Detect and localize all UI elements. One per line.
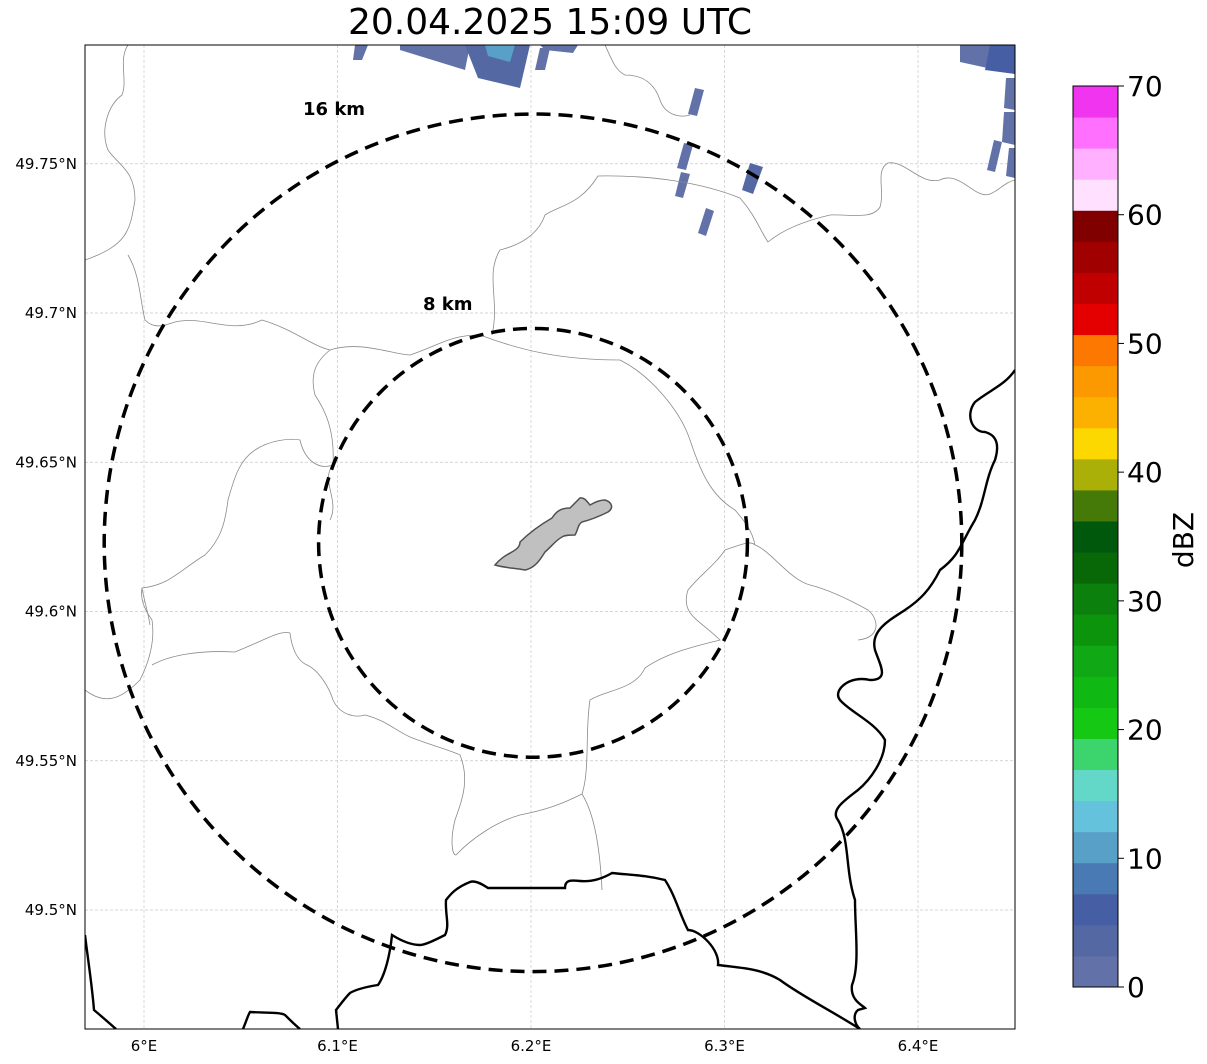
ring-label-8km: 8 km	[423, 294, 473, 315]
colorbar-segment	[1073, 614, 1118, 646]
country-border	[85, 369, 1015, 1029]
lat-tick-label: 49.65°N	[15, 453, 77, 471]
gridlines	[85, 45, 1015, 1029]
colorbar-tick-label: 50	[1127, 327, 1163, 360]
colorbar-tick-label: 40	[1127, 456, 1163, 489]
radar-echo	[677, 143, 693, 170]
colorbar-segment	[1073, 303, 1118, 336]
radar-echo	[540, 45, 578, 53]
colorbar-tick-label: 30	[1127, 585, 1163, 618]
radar-echo	[1006, 148, 1015, 178]
colorbar-segment	[1073, 365, 1118, 398]
colorbar-segment	[1073, 210, 1118, 242]
radar-echo	[675, 172, 690, 198]
range-ring-16km	[102, 112, 964, 974]
colorbar-tick-label: 0	[1127, 971, 1145, 1004]
ring-label-16km: 16 km	[303, 99, 365, 120]
colorbar-tick-label: 60	[1127, 199, 1163, 232]
city-area	[493, 497, 613, 571]
colorbar-segment	[1073, 552, 1118, 584]
radar-echo	[688, 88, 704, 116]
lon-tick-label: 6°E	[131, 1037, 158, 1055]
map-title: 20.04.2025 15:09 UTC	[347, 2, 753, 43]
colorbar-tick-label: 20	[1127, 714, 1163, 747]
lon-tick-label: 6.4°E	[898, 1037, 939, 1055]
colorbar-segment	[1073, 272, 1118, 304]
lat-tick-label: 49.75°N	[15, 155, 77, 173]
colorbar-segment	[1073, 583, 1118, 615]
colorbar-segment	[1073, 489, 1118, 522]
radar-echo	[465, 45, 530, 88]
colorbar: 0 10 20 30 40 50 60 70	[1072, 70, 1163, 1004]
lon-tick-label: 6.3°E	[704, 1037, 745, 1055]
colorbar-segment	[1073, 427, 1118, 460]
admin-boundaries	[85, 45, 1015, 891]
colorbar-segment	[1073, 520, 1118, 553]
lat-tick-label: 49.7°N	[25, 304, 77, 322]
colorbar-frame	[1072, 85, 1119, 988]
radar-echo	[535, 48, 550, 70]
radar-echo	[985, 45, 1015, 74]
colorbar-segment	[1073, 86, 1118, 118]
radar-echo	[698, 208, 714, 236]
colorbar-segment	[1073, 769, 1118, 802]
colorbar-segment	[1073, 179, 1118, 211]
lat-tick-label: 49.55°N	[15, 752, 77, 770]
colorbar-label: dBZ	[1167, 512, 1200, 568]
colorbar-segment	[1073, 396, 1118, 429]
radar-echoes	[353, 45, 1015, 236]
colorbar-segment	[1073, 676, 1118, 708]
radar-echo	[987, 140, 1002, 172]
map-frame	[84, 44, 1016, 1030]
colorbar-segment	[1073, 241, 1118, 273]
radar-echo	[742, 163, 763, 194]
colorbar-segment	[1073, 738, 1118, 771]
colorbar-segment	[1073, 924, 1118, 957]
colorbar-segment	[1073, 707, 1118, 739]
lat-tick-label: 49.5°N	[25, 901, 77, 919]
range-ring-8km	[316, 326, 750, 759]
colorbar-segment	[1073, 955, 1118, 988]
colorbar-segment	[1073, 862, 1118, 895]
colorbar-segment	[1073, 117, 1118, 149]
radar-echo	[1002, 112, 1015, 145]
colorbar-segment	[1073, 458, 1118, 491]
colorbar-tick-label: 70	[1127, 70, 1163, 103]
colorbar-segment	[1073, 645, 1118, 677]
colorbar-segment	[1073, 334, 1118, 367]
radar-echo	[353, 45, 368, 60]
lon-tick-label: 6.2°E	[511, 1037, 552, 1055]
colorbar-tick-label: 10	[1127, 842, 1163, 875]
radar-echo	[400, 45, 470, 70]
colorbar-segment	[1073, 893, 1118, 926]
radar-echo	[1004, 78, 1015, 110]
radar-echo	[485, 45, 515, 62]
axis-ticks: 6°E 6.1°E 6.2°E 6.3°E 6.4°E 49.75°N 49.7°N 49.6…	[15, 155, 938, 1055]
colorbar-segment	[1073, 800, 1118, 833]
range-rings	[102, 112, 964, 974]
colorbar-segment	[1073, 831, 1118, 864]
lon-tick-label: 6.1°E	[317, 1037, 358, 1055]
lat-tick-label: 49.6°N	[25, 603, 77, 621]
colorbar-segment	[1073, 148, 1118, 180]
